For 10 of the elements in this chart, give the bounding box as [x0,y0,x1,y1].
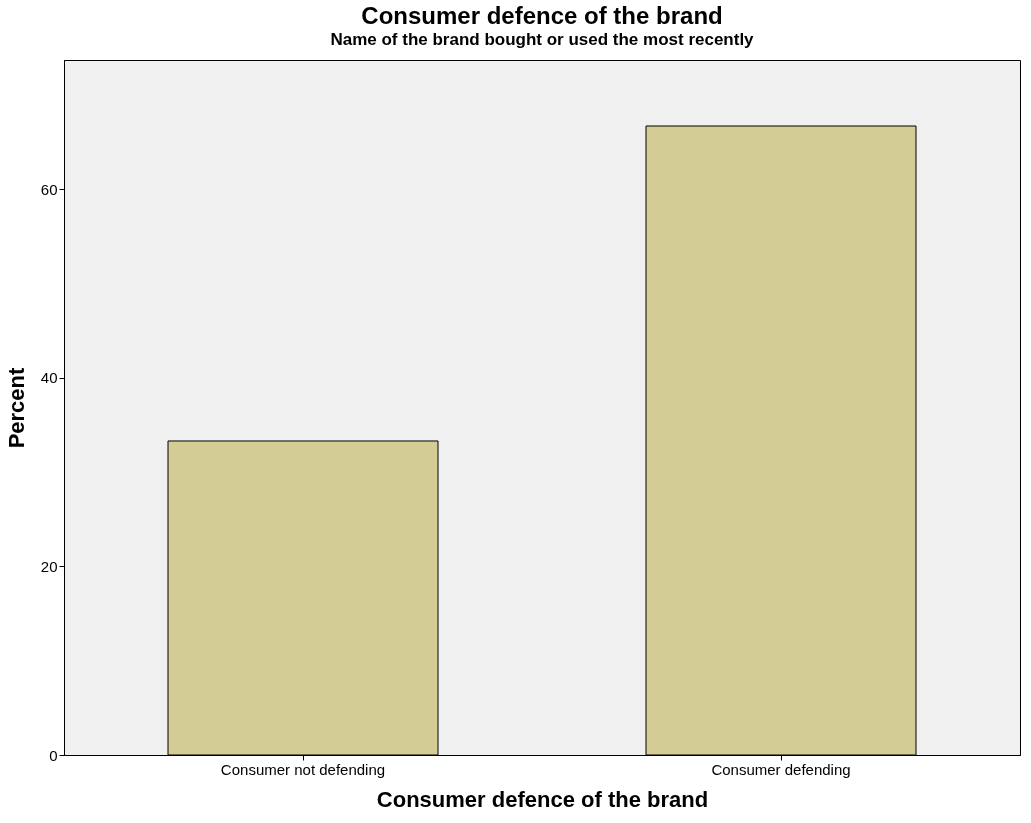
x-tick-label: Consumer defending [711,760,851,778]
y-tick-label: 0 [49,746,58,764]
y-tick-label: 40 [40,369,58,387]
y-tick-label: 60 [40,180,58,198]
y-axis-title: Percent [3,366,29,449]
chart-title: Consumer defence of the brand [361,2,723,29]
chart-subtitle: Name of the brand bought or used the most recently [330,30,755,49]
y-tick-label: 20 [40,557,58,575]
x-tick-label: Consumer not defending [220,760,386,778]
x-axis-title: Consumer defence of the brand [376,786,709,812]
